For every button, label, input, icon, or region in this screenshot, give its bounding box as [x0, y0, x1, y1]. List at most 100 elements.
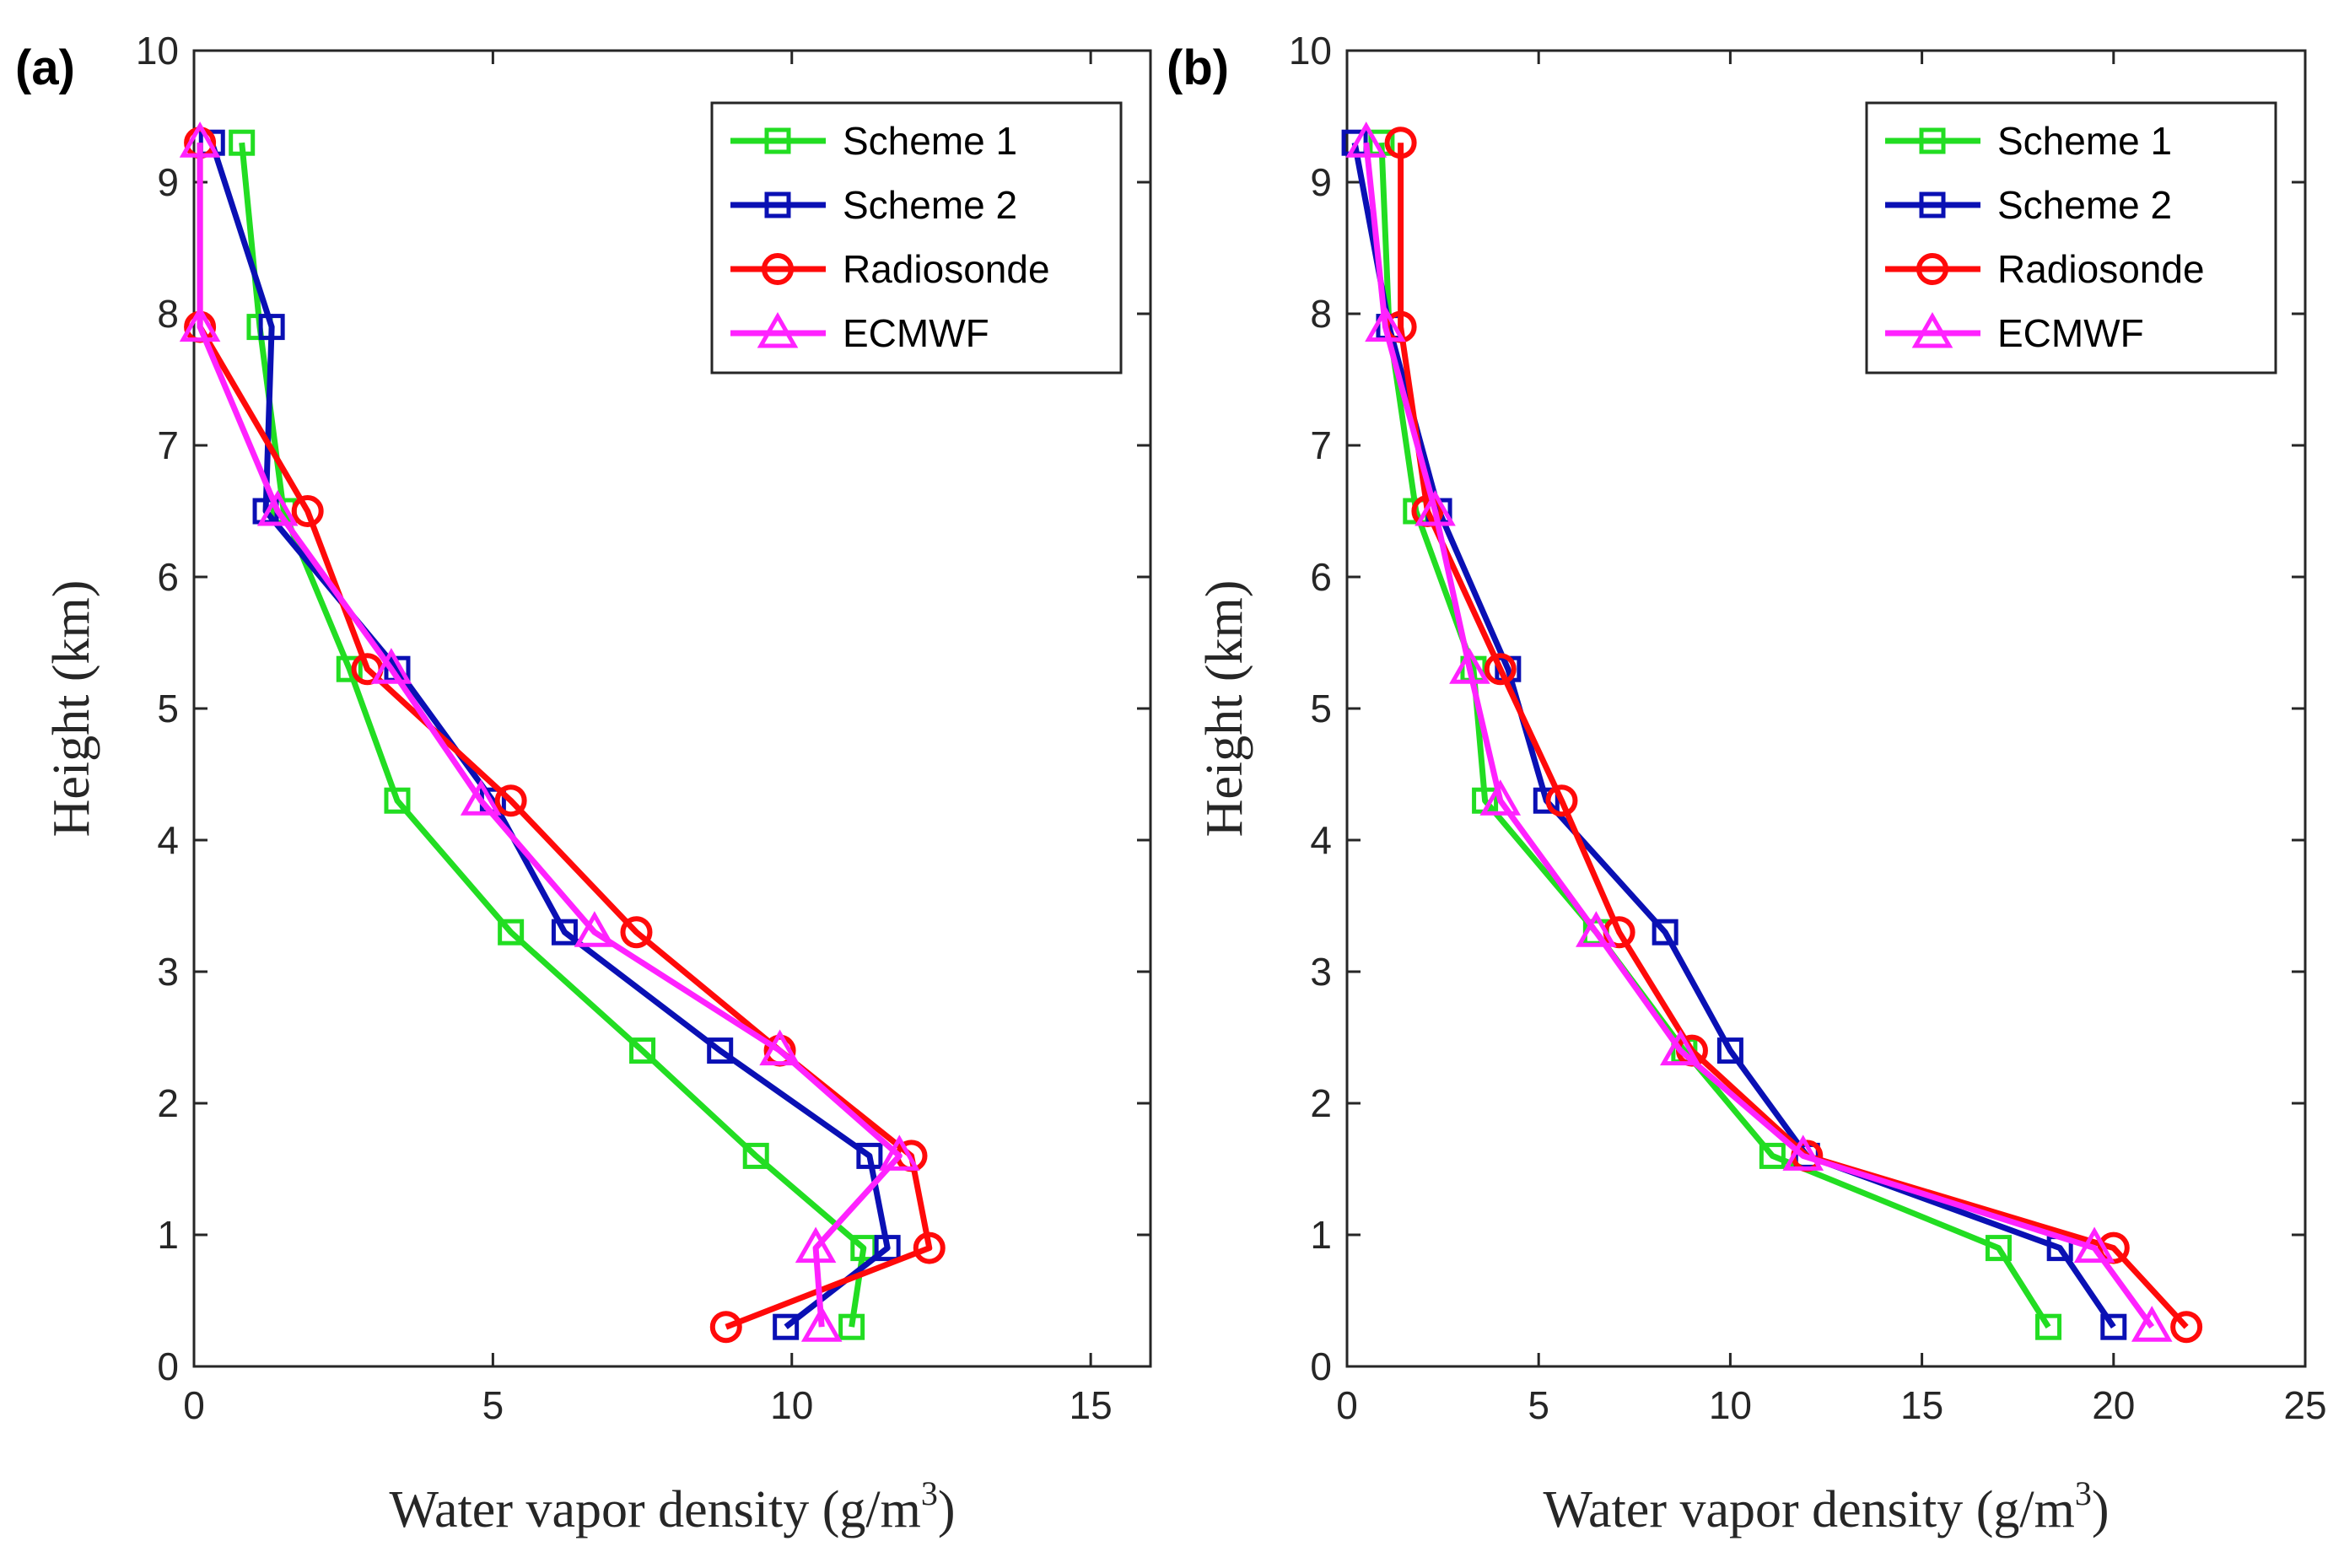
legend: Scheme 1 Scheme 2 Radiosonde ECMWF — [710, 101, 1123, 374]
y-tick-label: 7 — [1310, 423, 1332, 467]
series-line — [1363, 142, 2155, 1329]
data-point-marker — [2035, 1313, 2062, 1340]
y-tick-label: 1 — [157, 1213, 179, 1257]
y-tick-label: 10 — [136, 29, 179, 73]
data-point-marker — [800, 1306, 843, 1342]
data-point-marker — [1545, 784, 1578, 817]
legend-label: Scheme 2 — [843, 183, 1017, 227]
y-tick-label: 9 — [1310, 160, 1332, 204]
data-point-marker — [856, 1142, 883, 1169]
data-point-marker — [2100, 1313, 2127, 1340]
legend-label: ECMWF — [1997, 311, 2144, 355]
data-point-marker — [620, 916, 653, 949]
data-point-marker — [494, 784, 527, 817]
data-point-marker — [1449, 648, 1490, 684]
data-point-marker — [1365, 305, 1406, 342]
data-point-marker — [2170, 1311, 2203, 1344]
chart-panel-1: 0 5 10 15 0 1 2 3 4 5 6 7 8 9 10 (a) Height (km) Water va… — [15, 29, 1152, 1538]
y-tick-label: 6 — [157, 555, 179, 599]
x-tick-label: 25 — [2283, 1383, 2326, 1427]
data-point-marker — [498, 919, 525, 946]
x-axis-title-end: ) — [2092, 1481, 2110, 1538]
y-tick-label: 4 — [157, 818, 179, 862]
legend-label: ECMWF — [843, 311, 989, 355]
x-axis-title-superscript: 3 — [921, 1474, 938, 1512]
x-tick-label: 0 — [183, 1383, 205, 1427]
y-tick-label: 8 — [1310, 292, 1332, 336]
x-tick-label: 20 — [2092, 1383, 2135, 1427]
y-tick-label: 5 — [1310, 687, 1332, 730]
y-tick-label: 1 — [1310, 1213, 1332, 1257]
panel-label: (b) — [1167, 40, 1229, 95]
x-axis-title-superscript: 3 — [2075, 1474, 2092, 1512]
legend-swatch-marker — [757, 311, 799, 348]
legend-swatch-marker — [1911, 311, 1953, 348]
data-point-marker — [1384, 127, 1417, 159]
x-tick-label: 15 — [1900, 1383, 1943, 1427]
series-line — [1398, 143, 2189, 1329]
data-point-marker — [1414, 489, 1456, 526]
data-point-marker — [1345, 121, 1388, 158]
legend-label: Scheme 2 — [1997, 183, 2172, 227]
data-point-marker — [179, 121, 221, 158]
series-line — [197, 143, 933, 1330]
data-point-marker — [229, 129, 256, 156]
x-axis-title-main: Water vapor density (g/m — [1544, 1481, 2075, 1538]
legend-label: Scheme 1 — [1997, 119, 2172, 163]
data-point-marker — [709, 1311, 742, 1344]
x-tick-label: 15 — [1070, 1383, 1113, 1427]
x-tick-label: 10 — [1709, 1383, 1752, 1427]
y-tick-label: 0 — [1310, 1344, 1332, 1388]
data-point-marker — [874, 1235, 901, 1262]
legend-box — [1865, 101, 2277, 374]
data-point-marker — [1716, 1037, 1743, 1064]
data-point-marker — [2073, 1226, 2115, 1264]
data-point-marker — [256, 489, 299, 526]
x-tick-label: 5 — [1528, 1383, 1549, 1427]
series-line — [1378, 143, 2051, 1329]
y-tick-label: 7 — [157, 423, 179, 467]
y-tick-label: 6 — [1310, 555, 1332, 599]
data-point-marker — [1652, 919, 1679, 946]
data-point-marker — [629, 1037, 656, 1064]
data-point-marker — [1985, 1235, 2012, 1262]
data-point-marker — [1533, 787, 1560, 814]
data-point-marker — [838, 1313, 865, 1340]
y-tick-label: 8 — [157, 292, 179, 336]
data-point-marker — [913, 1231, 946, 1264]
data-point-marker — [291, 495, 324, 527]
y-tick-label: 10 — [1289, 29, 1332, 73]
data-point-marker — [460, 779, 502, 816]
data-point-marker — [336, 655, 363, 682]
x-axis-title-end: ) — [938, 1481, 956, 1538]
data-point-marker — [1484, 653, 1517, 686]
data-point-marker — [759, 1029, 800, 1066]
series-line — [208, 142, 891, 1329]
data-point-marker — [707, 1037, 734, 1064]
y-tick-label: 9 — [157, 160, 179, 204]
legend-label: Radiosonde — [1997, 247, 2205, 291]
x-axis-title: Water vapor density (g/m3) — [1544, 1474, 2110, 1538]
panel-label: (a) — [15, 40, 75, 95]
data-point-marker — [574, 911, 616, 947]
legend-swatch-marker — [764, 127, 791, 154]
legend-swatch-marker — [762, 253, 794, 285]
legend-swatch-marker — [764, 191, 791, 218]
y-tick-label: 5 — [157, 687, 179, 730]
x-tick-label: 0 — [1336, 1383, 1358, 1427]
data-point-marker — [1759, 1142, 1786, 1169]
legend-swatch-marker — [1916, 253, 1948, 285]
y-tick-label: 2 — [1310, 1081, 1332, 1125]
y-axis-title: Height (km) — [43, 580, 100, 838]
y-tick-label: 2 — [157, 1081, 179, 1125]
y-tick-label: 0 — [157, 1344, 179, 1388]
y-axis-title: Height (km) — [1196, 580, 1253, 838]
data-point-marker — [2131, 1306, 2173, 1342]
data-point-marker — [773, 1313, 800, 1340]
series-ecmwf — [1345, 121, 2173, 1342]
y-tick-label: 3 — [1310, 950, 1332, 994]
series-ecmwf — [179, 121, 920, 1342]
data-point-marker — [384, 787, 411, 814]
data-point-marker — [551, 919, 578, 946]
data-point-marker — [1479, 779, 1522, 816]
